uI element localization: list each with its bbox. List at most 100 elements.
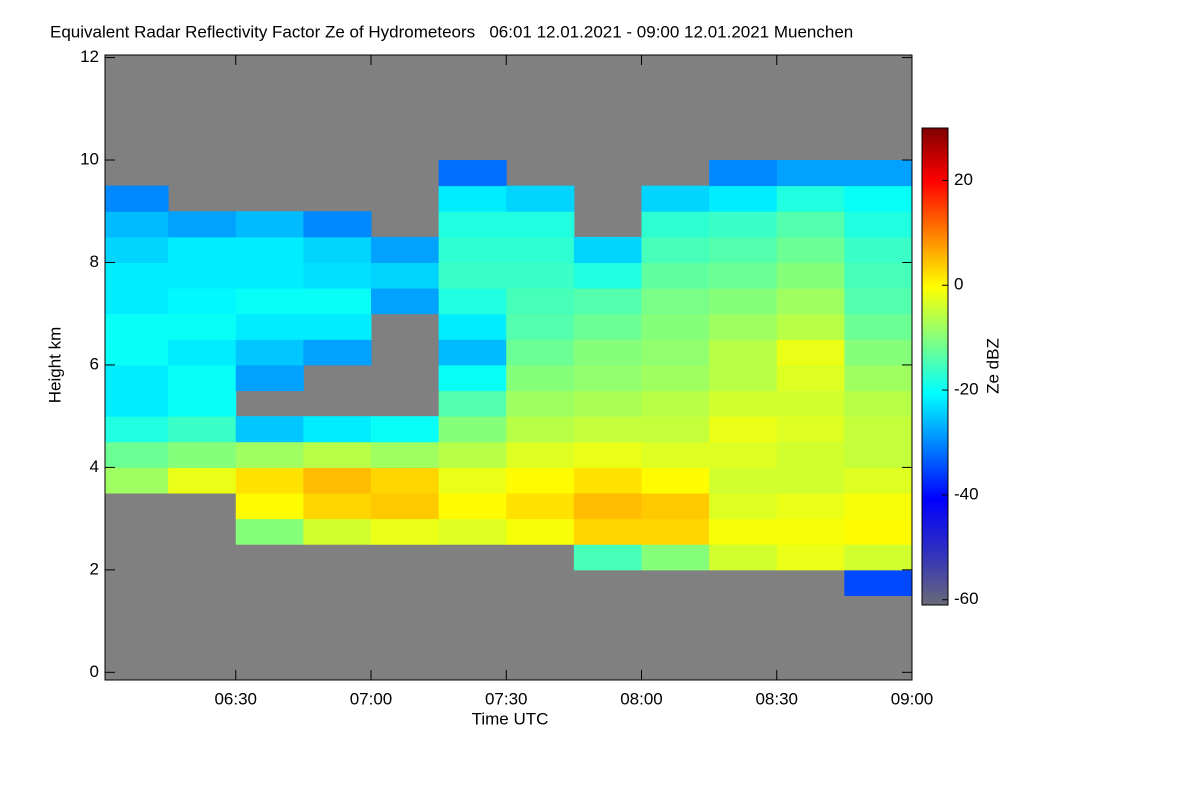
heatmap-cell [105,236,169,263]
heatmap-cell [573,236,642,263]
heatmap-cell [844,441,913,468]
x-tick-label: 07:30 [485,689,528,708]
heatmap-cell [709,262,778,289]
heatmap-cell [438,211,507,238]
heatmap-cell [709,185,778,212]
heatmap-cell [844,390,913,417]
y-tick-label: 12 [80,47,99,66]
heatmap-cell [105,467,169,494]
heatmap-cell [168,313,237,340]
heatmap-cell [370,416,440,443]
heatmap-cell [573,493,642,520]
heatmap-cell [844,364,913,392]
heatmap-cell [235,493,304,520]
heatmap-cell [641,518,710,545]
heatmap-cell [709,441,778,468]
heatmap-cell [506,364,575,392]
heatmap-cell [776,416,845,443]
heatmap-cell [438,236,507,263]
heatmap-cell [506,313,575,340]
heatmap-cell [303,288,372,315]
colorbar-tick-label: -20 [954,380,979,399]
heatmap-cell [235,364,304,392]
heatmap-cell [844,493,913,520]
heatmap-cell [573,262,642,289]
heatmap-cell [776,160,845,187]
y-tick-label: 0 [90,662,99,681]
heatmap-cell [641,441,710,468]
heatmap-cell [235,288,304,315]
heatmap-cell [641,416,710,443]
heatmap-cell [506,211,575,238]
heatmap-cell [370,441,440,468]
heatmap-cell [641,211,710,238]
heatmap-cell [776,518,845,545]
heatmap-cell [573,518,642,545]
heatmap-cell [303,493,372,520]
heatmap-cell [105,262,169,289]
heatmap-cell [506,441,575,468]
x-tick-label: 09:00 [891,689,934,708]
heatmap-cell [709,493,778,520]
x-tick-label: 08:30 [755,689,798,708]
heatmap-cell [641,313,710,340]
heatmap-cell [709,236,778,263]
heatmap-cell [776,441,845,468]
heatmap-cell [105,313,169,340]
heatmap-cell [105,390,169,417]
heatmap-cell [105,339,169,366]
heatmap-cell [303,416,372,443]
heatmap-cell [776,288,845,315]
heatmap-cell [709,467,778,494]
heatmap-cell [438,160,507,187]
heatmap-cell [573,467,642,494]
heatmap-cell [168,467,237,494]
heatmap-cell [709,313,778,340]
heatmap-cell [844,288,913,315]
heatmap-cell [844,313,913,340]
heatmap-cell [641,185,710,212]
heatmap-cell [235,313,304,340]
heatmap-cell [573,288,642,315]
heatmap-cell [303,262,372,289]
heatmap-cell [709,518,778,545]
heatmap-cell [506,236,575,263]
heatmap-cell [168,339,237,366]
heatmap-cell [573,544,642,571]
heatmap-cell [641,544,710,571]
heatmap-cell [641,262,710,289]
colorbar-tick-label: 20 [954,170,973,189]
heatmap-cell [776,262,845,289]
heatmap-cell [438,493,507,520]
heatmap-cell [709,339,778,366]
heatmap-cell [573,441,642,468]
heatmap-cell [168,288,237,315]
heatmap-cell [844,160,913,187]
heatmap-cell [776,364,845,392]
heatmap-cell [438,390,507,417]
y-tick-label: 4 [90,457,99,476]
heatmap-cell [235,416,304,443]
heatmap-cell [105,211,169,238]
heatmap-cell [776,544,845,571]
chart-title: Equivalent Radar Reflectivity Factor Ze … [50,22,853,41]
heatmap-cell [506,416,575,443]
heatmap-cell [641,339,710,366]
heatmap-cell [776,339,845,366]
heatmap-cell [105,441,169,468]
colorbar-tick-label: 0 [954,275,963,294]
heatmap-cell [438,467,507,494]
colorbar-tick-label: -40 [954,484,979,503]
heatmap-cell [168,390,237,417]
heatmap-cell [776,390,845,417]
heatmap-cell [235,211,304,238]
heatmap-cell [776,313,845,340]
heatmap-cell [168,416,237,443]
heatmap-cell [844,236,913,263]
heatmap-cell [844,544,913,571]
heatmap-cell [235,467,304,494]
heatmap-cell [506,185,575,212]
heatmap-cell [776,211,845,238]
heatmap-cell [641,236,710,263]
